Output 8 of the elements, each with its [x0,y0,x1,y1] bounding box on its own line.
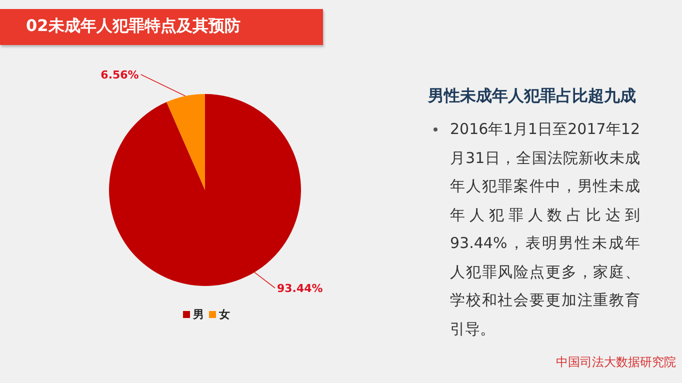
chart-title: 02未成年人犯罪特点及其预防 [26,16,240,37]
text: 中国司法大数据研究院 [556,354,676,371]
data-label: 6.56% [100,68,139,82]
text: 男性未成年人犯罪占比超九成 [428,86,637,107]
data-label: 93.44% [277,282,323,295]
legend-label: 男 [192,308,204,321]
legend-label: 女 [218,308,230,321]
text: 2016年1月1日至2017年12月31日，全国法院新收未成年人犯罪案件中，男性未成年人犯罪人数占比达到93.44%，表明男性未成年人犯罪风险点更多，家庭、学校和社会要更加注重教育引导。 [449,119,640,340]
